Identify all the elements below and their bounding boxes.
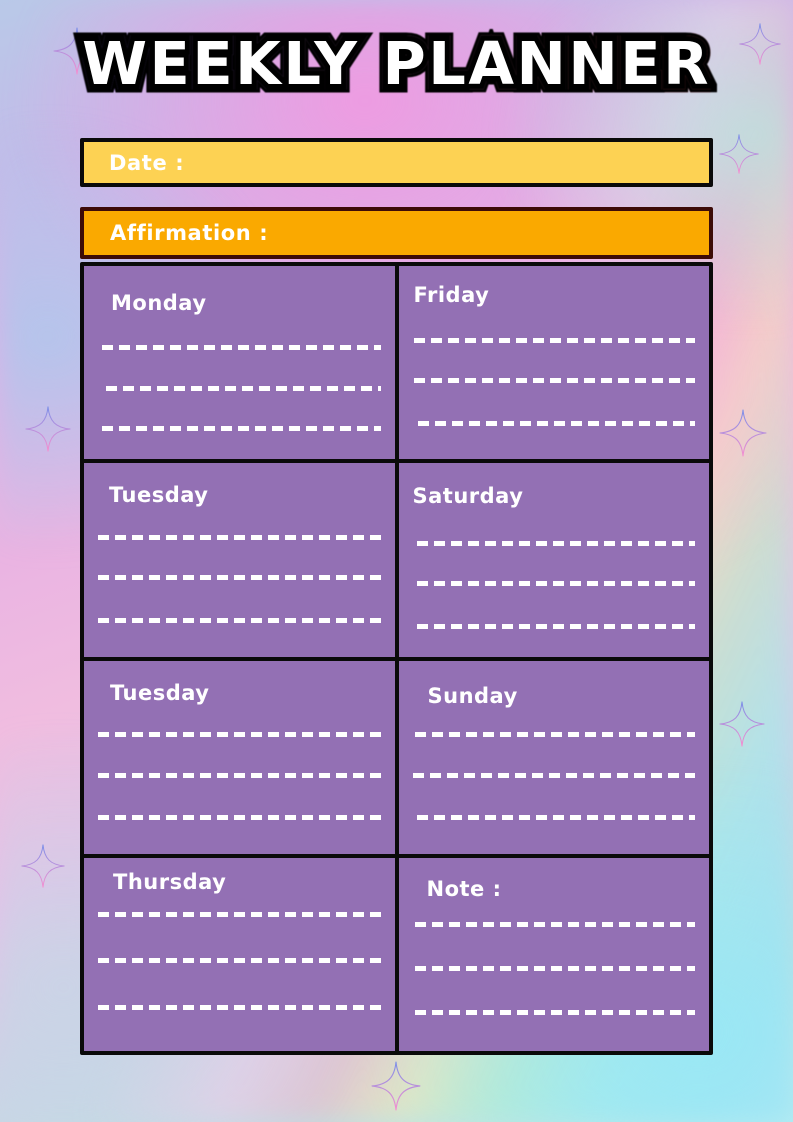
write-in-line[interactable] bbox=[416, 815, 695, 821]
write-in-line[interactable] bbox=[98, 534, 381, 540]
write-in-line[interactable] bbox=[98, 732, 381, 737]
day-cell-label: Friday bbox=[413, 283, 490, 307]
write-in-line[interactable] bbox=[98, 575, 381, 581]
write-in-line[interactable] bbox=[98, 772, 381, 778]
write-in-line[interactable] bbox=[98, 958, 381, 964]
day-cell-thursday[interactable]: Thursday bbox=[84, 857, 395, 1051]
day-cell-label: Saturday bbox=[412, 484, 524, 509]
write-in-line[interactable] bbox=[417, 420, 695, 426]
date-field[interactable]: Date : bbox=[80, 138, 713, 187]
day-cell-label: Tuesday bbox=[109, 483, 209, 508]
write-in-line[interactable] bbox=[413, 378, 695, 384]
affirmation-field-label: Affirmation : bbox=[110, 221, 269, 245]
page-title-outline-back: WEEKLY PLANNER bbox=[73, 24, 717, 103]
write-in-line[interactable] bbox=[413, 337, 695, 343]
page-title-outline-front: WEEKLY PLANNER bbox=[76, 27, 714, 100]
date-field-label: Date : bbox=[109, 150, 185, 175]
day-cell-label: Note : bbox=[426, 876, 502, 901]
write-in-line[interactable] bbox=[98, 911, 381, 917]
write-in-line[interactable] bbox=[102, 426, 381, 432]
write-in-line[interactable] bbox=[414, 921, 695, 927]
page-title-text: WEEKLY PLANNER bbox=[81, 29, 712, 98]
page-title: WEEKLY PLANNER WEEKLY PLANNER WEEKLY PLA… bbox=[0, 24, 793, 103]
day-cell-friday[interactable]: Friday bbox=[398, 266, 709, 460]
write-in-line[interactable] bbox=[412, 772, 695, 778]
day-cell-label: Monday bbox=[111, 291, 207, 315]
write-in-line[interactable] bbox=[416, 623, 695, 629]
write-in-line[interactable] bbox=[414, 1010, 695, 1016]
affirmation-field[interactable]: Affirmation : bbox=[80, 207, 713, 259]
write-in-line[interactable] bbox=[414, 732, 695, 737]
write-in-line[interactable] bbox=[98, 815, 381, 821]
write-in-line[interactable] bbox=[414, 965, 695, 971]
write-in-line[interactable] bbox=[416, 540, 695, 546]
write-in-line[interactable] bbox=[416, 581, 695, 587]
write-in-line[interactable] bbox=[102, 345, 381, 351]
day-cell-label: Sunday bbox=[427, 683, 518, 708]
day-cell-note[interactable]: Note : bbox=[398, 857, 709, 1051]
day-cell-tuesday2[interactable]: Tuesday bbox=[84, 660, 395, 854]
day-cell-sunday[interactable]: Sunday bbox=[398, 660, 709, 854]
weekday-grid: Monday Friday Tuesday Saturday Tuesday Sunday… bbox=[80, 262, 713, 1055]
day-cell-saturday[interactable]: Saturday bbox=[398, 463, 709, 657]
day-cell-monday[interactable]: Monday bbox=[84, 266, 395, 460]
day-cell-tuesday1[interactable]: Tuesday bbox=[84, 463, 395, 657]
day-cell-label: Tuesday bbox=[110, 680, 210, 705]
write-in-line[interactable] bbox=[106, 385, 381, 391]
write-in-line[interactable] bbox=[98, 1004, 381, 1010]
write-in-line[interactable] bbox=[98, 617, 381, 623]
day-cell-label: Thursday bbox=[113, 869, 227, 894]
